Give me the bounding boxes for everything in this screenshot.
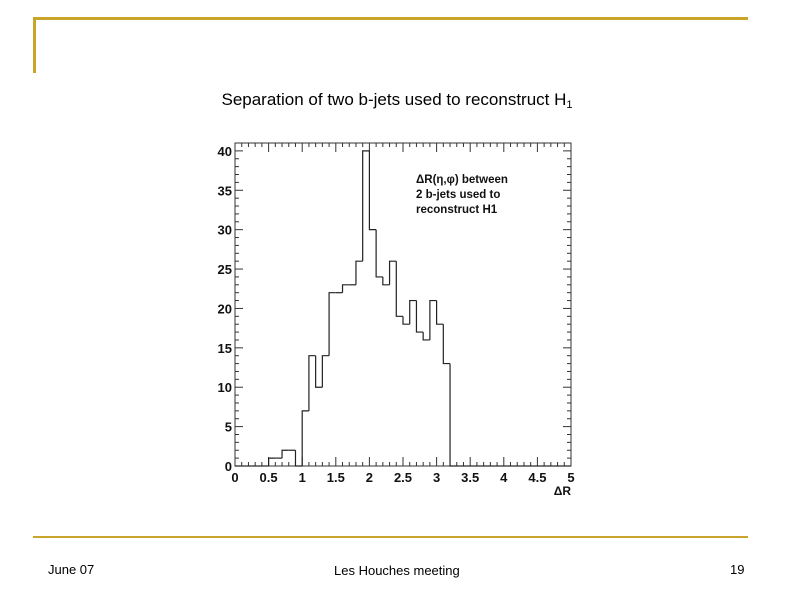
histogram-bin: [294, 450, 303, 467]
y-tick-label: 30: [218, 223, 232, 238]
top-accent-line: [33, 17, 748, 20]
left-accent-line: [33, 17, 36, 73]
histogram-bin: [281, 449, 289, 459]
x-tick-label: 3.5: [461, 470, 479, 485]
histogram-bin: [388, 260, 397, 285]
histogram-bin: [355, 260, 363, 285]
x-tick-label: 2: [366, 470, 373, 485]
y-tick-label: 0: [225, 459, 232, 474]
footer-event: Les Houches meeting: [334, 563, 460, 578]
y-tick-label: 15: [218, 341, 232, 356]
x-tick-label: 1: [299, 470, 306, 485]
histogram-bin: [409, 299, 417, 325]
y-tick-label: 10: [218, 380, 232, 395]
x-tick-label: 1.5: [327, 470, 345, 485]
slide-title: Separation of two b-jets used to reconst…: [0, 90, 794, 111]
plot-frame: [234, 142, 572, 467]
bottom-accent-line: [33, 536, 748, 538]
histogram-bin: [328, 292, 336, 356]
histogram-bin: [341, 284, 350, 293]
x-tick-label: 0.5: [260, 470, 278, 485]
histogram-bin: [402, 316, 410, 325]
chart-annotation-line: reconstruct H1: [416, 204, 498, 216]
y-tick-label: 25: [218, 262, 232, 277]
histogram-bin: [308, 355, 316, 411]
x-tick-label: 2.5: [394, 470, 412, 485]
x-tick-label: 0: [231, 470, 238, 485]
slide-title-text: Separation of two b-jets used to reconst…: [221, 90, 567, 109]
histogram-bin: [315, 355, 323, 388]
x-axis-label: ΔR: [554, 484, 572, 498]
histogram-bin: [362, 150, 370, 262]
histogram-bin: [368, 150, 377, 231]
y-tick-label: 40: [218, 144, 232, 159]
y-tick-label: 5: [225, 420, 232, 435]
histogram-bin: [395, 261, 403, 317]
y-tick-label: 35: [218, 183, 232, 198]
footer-date: June 07: [48, 562, 95, 577]
histogram-bin: [429, 299, 437, 340]
slide-title-subscript: 1: [566, 99, 573, 111]
histogram-bin: [301, 410, 309, 466]
x-tick-label: 4: [500, 470, 508, 485]
x-tick-label: 5: [567, 470, 574, 485]
histogram-bin: [422, 332, 430, 341]
histogram-bin: [449, 363, 457, 467]
y-tick-label: 20: [218, 301, 232, 316]
histogram-bin: [321, 355, 330, 388]
histogram-bin: [375, 229, 383, 278]
histogram-bin: [268, 457, 276, 466]
chart-annotation-line: ΔR(η,φ) between: [416, 174, 508, 186]
x-tick-label: 4.5: [528, 470, 546, 485]
histogram-bin: [436, 300, 444, 325]
chart-annotation-line: 2 b-jets used to: [416, 189, 500, 201]
histogram-bin: [415, 300, 424, 333]
x-tick-label: 3: [433, 470, 440, 485]
histogram-bin: [442, 324, 451, 365]
histogram-bin: [382, 276, 390, 286]
page-number: 19: [730, 562, 745, 577]
